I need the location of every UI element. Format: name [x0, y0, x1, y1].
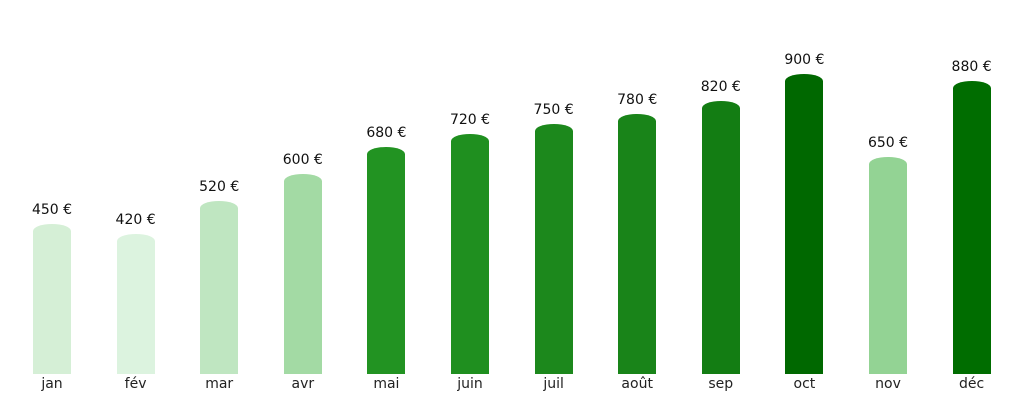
category-label: avr — [291, 376, 315, 392]
category-label: déc — [958, 376, 985, 392]
bar-10 — [869, 157, 907, 374]
value-label: 680 € — [366, 125, 407, 142]
bar-1 — [116, 234, 155, 374]
value-label: 900 € — [784, 52, 825, 68]
bar-5 — [451, 134, 489, 374]
bar-4 — [367, 147, 406, 374]
bar-7 — [618, 114, 657, 374]
bar-3 — [283, 174, 322, 374]
bar-11 — [952, 80, 991, 374]
value-label: 820 € — [700, 78, 741, 95]
category-label: mai — [373, 376, 400, 392]
value-label: 650 € — [867, 135, 909, 152]
category-label: oct — [793, 376, 816, 392]
value-label: 520 € — [199, 178, 240, 195]
category-label: fév — [124, 376, 147, 392]
category-label: juil — [543, 376, 564, 392]
value-label: 780 € — [617, 92, 658, 108]
value-label: 750 € — [533, 102, 574, 118]
bar-2 — [200, 200, 239, 374]
bar-8 — [701, 100, 740, 374]
value-label: 420 € — [115, 212, 156, 228]
category-label: sep — [708, 376, 734, 392]
category-label: jan — [41, 376, 63, 392]
category-label: mar — [205, 376, 234, 392]
category-label: juin — [457, 376, 483, 392]
value-label: 450 € — [31, 202, 73, 218]
category-label: août — [621, 376, 653, 392]
value-label: 720 € — [449, 112, 491, 128]
value-label: 880 € — [951, 58, 992, 75]
bar-0 — [33, 224, 71, 374]
value-label: 600 € — [282, 152, 323, 168]
bar-6 — [534, 124, 573, 374]
category-label: nov — [875, 376, 901, 392]
bar-9 — [785, 74, 824, 374]
